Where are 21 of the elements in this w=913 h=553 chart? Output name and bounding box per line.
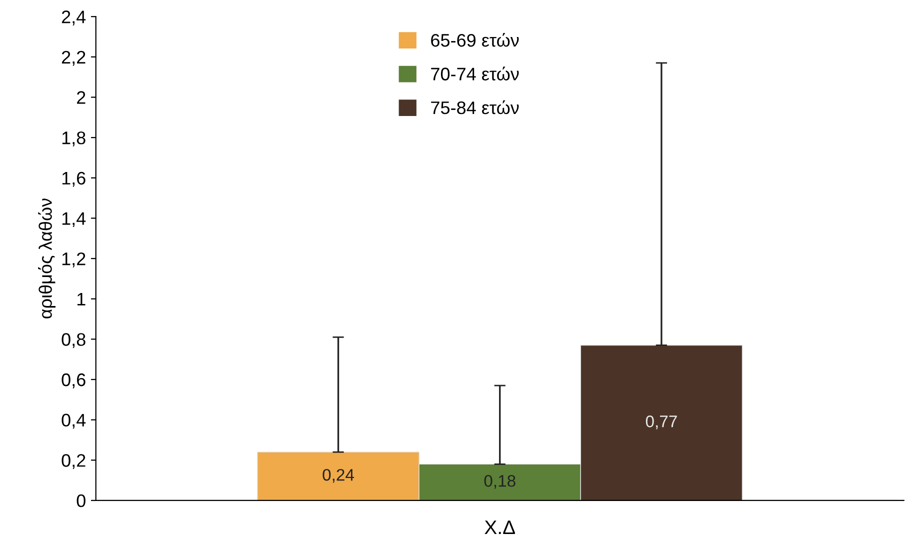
- data-label: 0,77: [646, 416, 677, 430]
- y-tick-label: 1,8: [62, 131, 86, 146]
- y-axis-title: αριθμός λαθών: [38, 198, 56, 318]
- y-tick-label: 1,6: [62, 172, 86, 187]
- legend-label: 70-74 ετών: [431, 66, 519, 80]
- y-tick-label: 1,2: [62, 252, 86, 268]
- y-tick-label: 0: [76, 494, 86, 508]
- legend-label: 75-84 ετών: [431, 100, 519, 114]
- y-tick-label: 0,8: [62, 333, 86, 348]
- y-tick-label: 0,4: [62, 414, 86, 429]
- y-tick-label: 1: [77, 292, 86, 306]
- y-tick-label: 2: [77, 91, 86, 104]
- y-tick-label: 0,2: [62, 454, 86, 469]
- y-tick-label: 1,4: [62, 212, 86, 228]
- y-tick-label: 2,2: [62, 50, 86, 66]
- y-tick-label: 0,6: [62, 373, 86, 388]
- data-label: 0,18: [484, 474, 516, 489]
- legend-label: 65-69 ετών: [431, 32, 519, 47]
- x-tick-label: Χ.Δ: [484, 520, 515, 534]
- y-tick-label: 2,4: [62, 10, 86, 26]
- data-label: 0,24: [322, 468, 354, 483]
